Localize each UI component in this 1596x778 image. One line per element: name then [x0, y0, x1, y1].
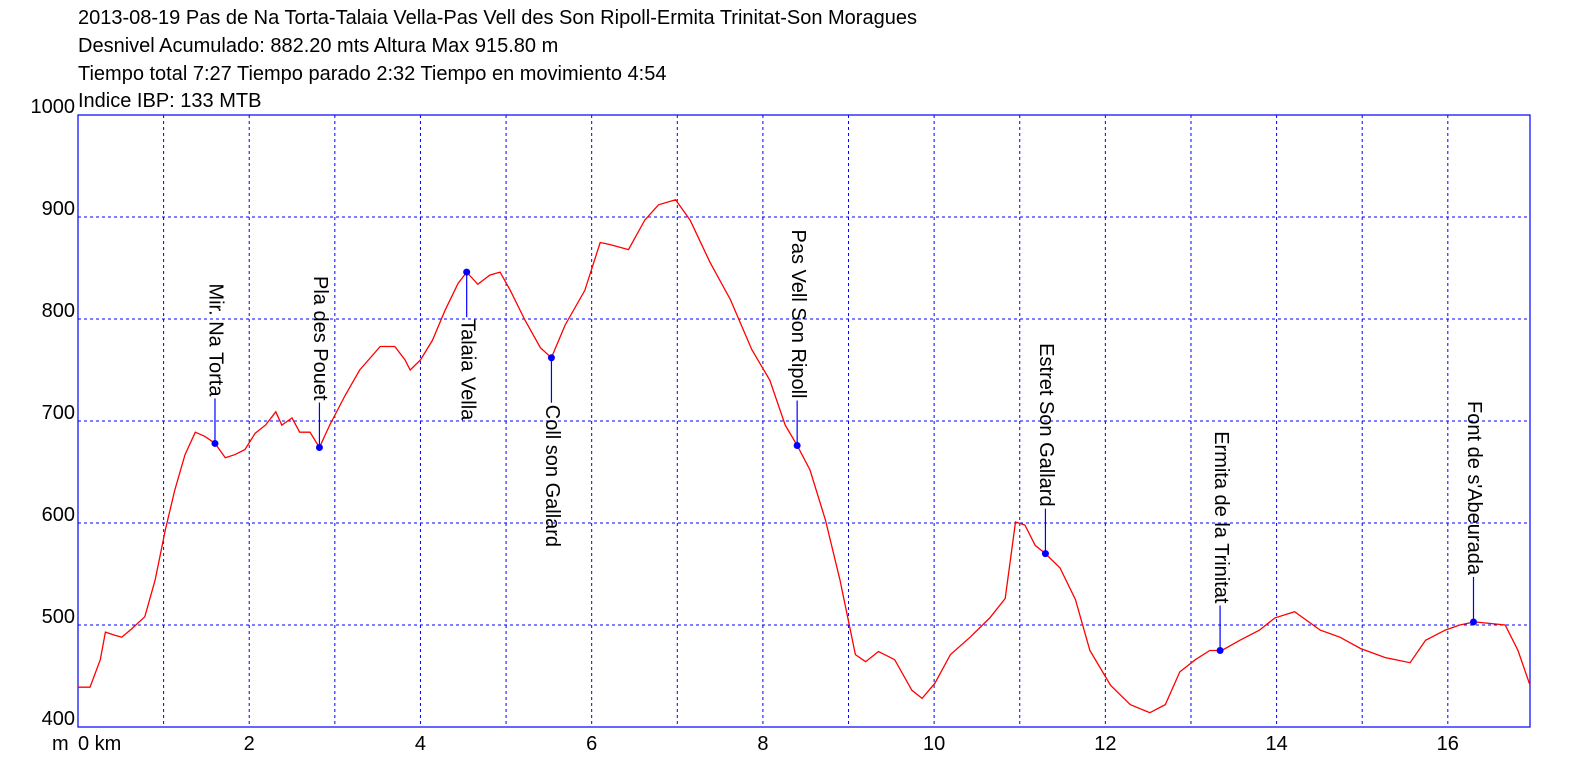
- x-tick-label: 2: [244, 733, 255, 755]
- y-tick-label: 400: [42, 708, 75, 730]
- waypoint-label: Pas Vell Son Ripoll: [787, 229, 809, 398]
- subtitle: Indice IBP: 133 MTB: [78, 90, 261, 112]
- x-tick-label: 4: [415, 733, 426, 755]
- y-tick-label: 500: [42, 606, 75, 628]
- waypoint-marker: [211, 439, 219, 447]
- chart-title: 2013-08-19 Pas de Na Torta-Talaia Vella-…: [78, 7, 917, 29]
- waypoint-marker: [463, 268, 471, 276]
- elevation-line: [78, 198, 1531, 714]
- waypoint-marker: [1469, 618, 1477, 626]
- waypoint-marker: [1216, 647, 1224, 654]
- x-tick-label: 0 km: [78, 733, 121, 755]
- plot-frame: [77, 114, 1531, 728]
- waypoint-marker: [793, 441, 801, 449]
- waypoint-marker: [315, 444, 323, 452]
- waypoint-label: Mir. Na Torta: [205, 283, 227, 397]
- x-tick-label: 12: [1094, 733, 1116, 755]
- waypoint-label: Talaia Vella: [456, 319, 478, 421]
- x-tick-label: 10: [923, 733, 945, 755]
- waypoint-label: Font de s'Abeurada: [1463, 401, 1485, 576]
- subtitle: Tiempo total 7:27 Tiempo parado 2:32 Tie…: [78, 63, 667, 85]
- waypoint-label: Coll son Gallard: [541, 405, 563, 547]
- y-tick-label: 1000: [31, 96, 76, 118]
- waypoint-label: Estret Son Gallard: [1035, 343, 1057, 506]
- x-tick-label: 16: [1437, 733, 1459, 755]
- y-tick-label: 700: [42, 402, 75, 424]
- waypoint-marker: [547, 354, 555, 362]
- y-tick-label: 900: [42, 198, 75, 220]
- subtitle: Desnivel Acumulado: 882.20 mts Altura Ma…: [78, 35, 558, 57]
- waypoint-marker: [1041, 550, 1049, 558]
- y-tick-label: 600: [42, 504, 75, 526]
- waypoint-label: Pla des Pouet: [309, 276, 331, 401]
- x-tick-label: 8: [757, 733, 768, 755]
- waypoint-label: Ermita de la Trinitat: [1210, 431, 1232, 604]
- y-unit: m: [52, 733, 69, 755]
- y-tick-label: 800: [42, 300, 75, 322]
- x-tick-label: 14: [1265, 733, 1287, 755]
- x-tick-label: 6: [586, 733, 597, 755]
